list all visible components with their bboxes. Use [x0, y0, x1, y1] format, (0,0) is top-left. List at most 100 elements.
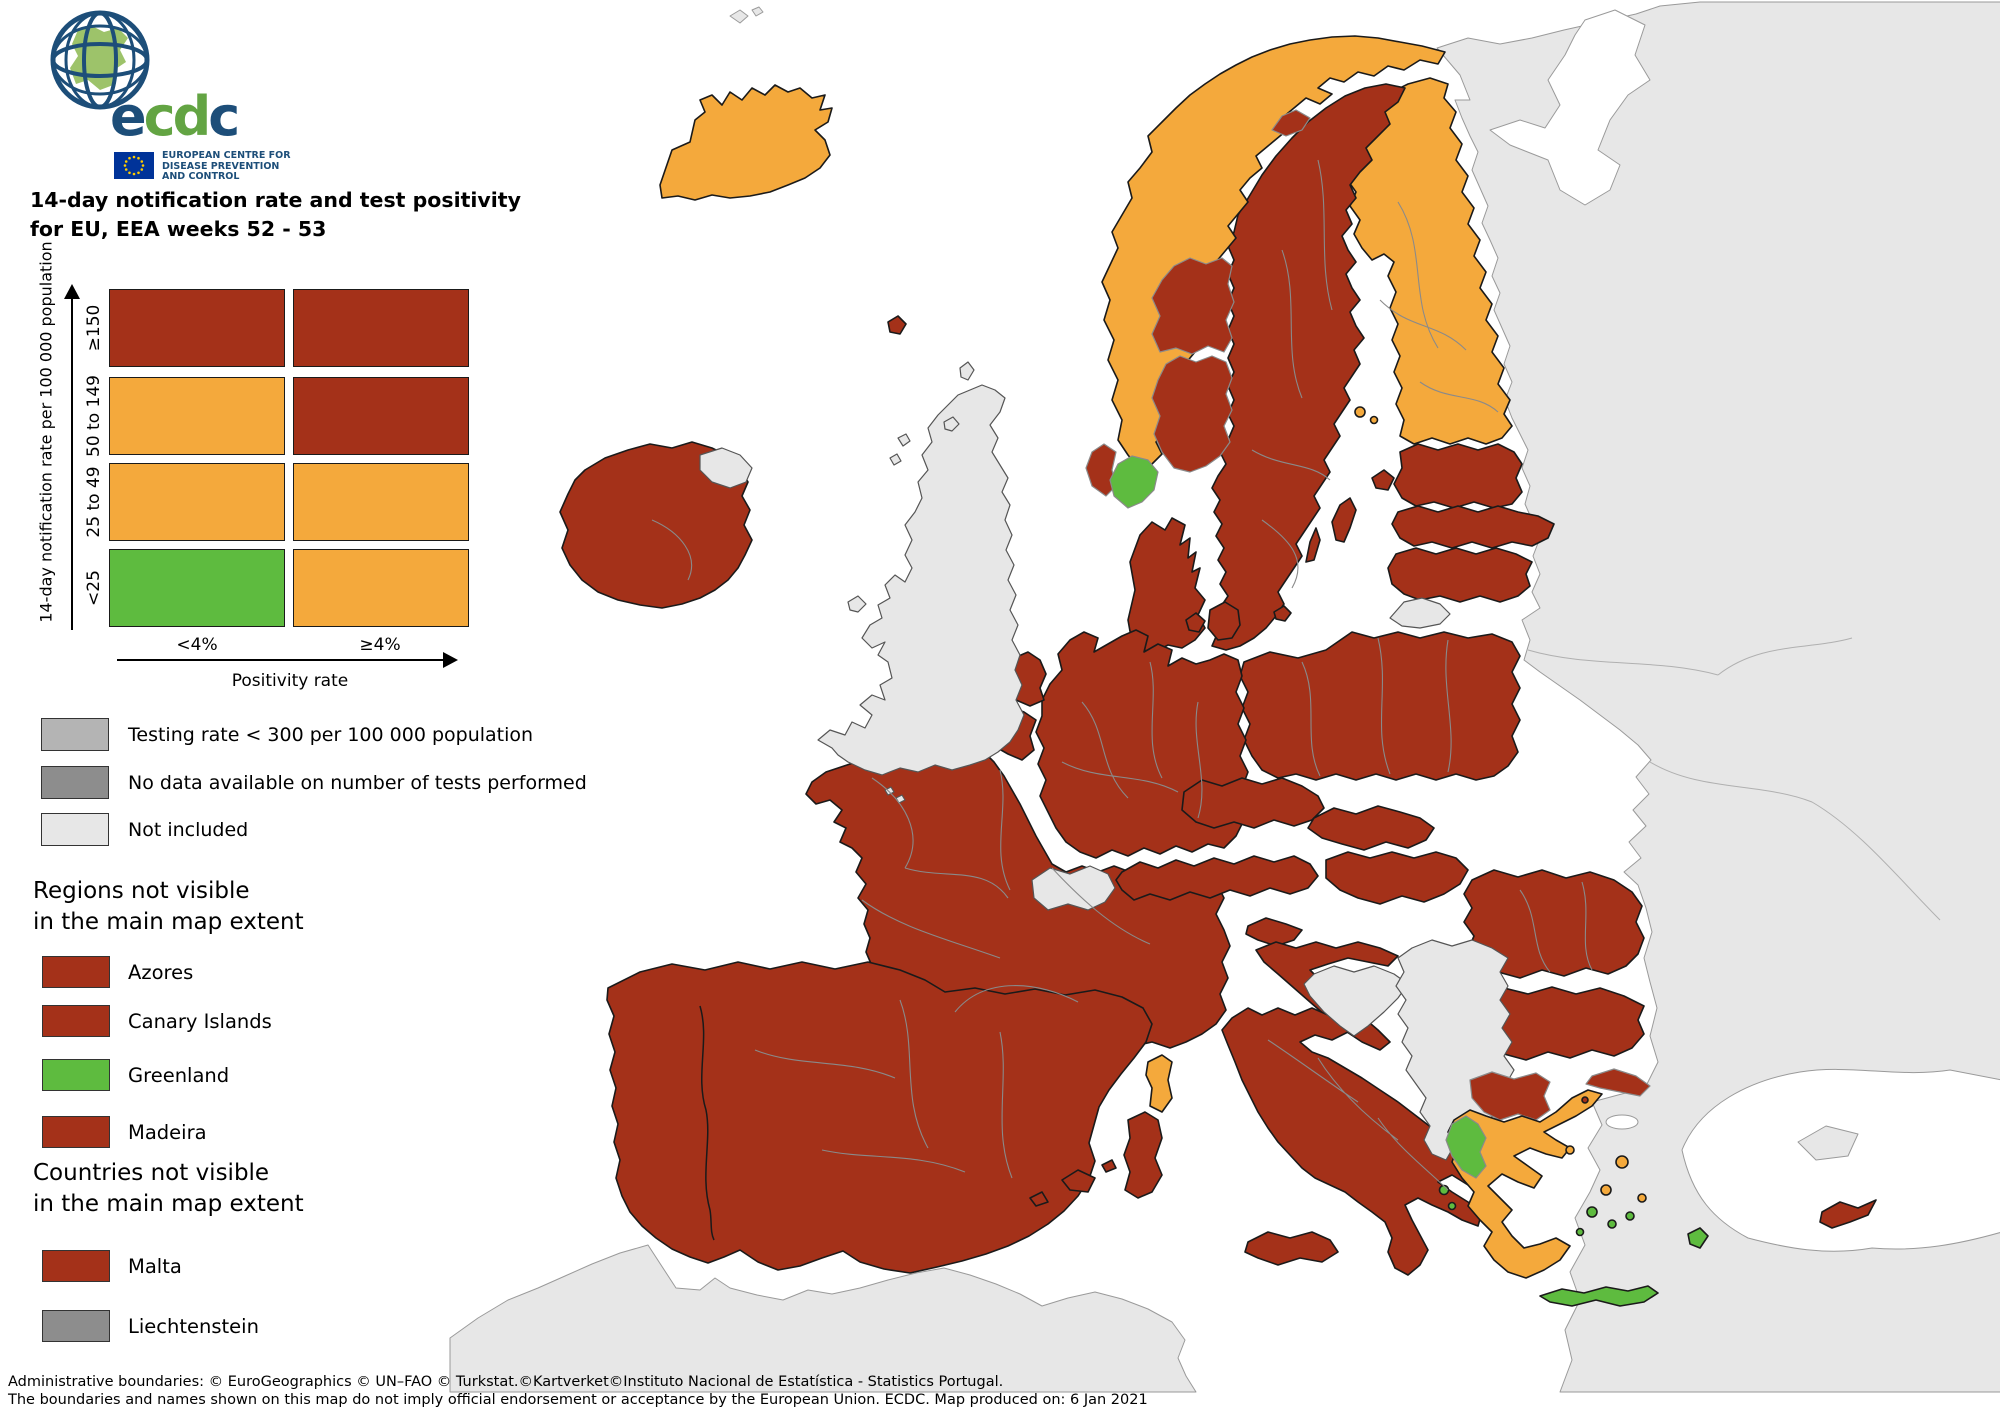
map-region-norway-agder [1109, 455, 1159, 509]
map-region-chios [1600, 1184, 1612, 1196]
map-region-norway-trondelag [1151, 257, 1235, 355]
map-region-hebrides-1 [897, 433, 911, 447]
matrix-x-axis-line [117, 659, 445, 661]
map-region-lithuania [1387, 547, 1533, 603]
map-region-sardinia [1123, 1111, 1163, 1199]
map-region-svalbard-1 [729, 9, 749, 24]
map-region-finland [1331, 77, 1513, 445]
map-region-ionian-2 [1447, 1201, 1457, 1211]
map-region-norway-rogaland [1085, 443, 1117, 497]
map-region-faroe-islands [887, 315, 907, 335]
map-region-east-landmass [1436, 1, 2000, 1393]
matrix-y-axis-arrow-icon [64, 284, 80, 299]
map-region-kaliningrad [1389, 597, 1451, 629]
map-region-lesbos [1615, 1155, 1629, 1169]
map-region-north-africa [449, 1244, 1197, 1393]
map-region-menorca [1101, 1159, 1117, 1173]
sea-of-marmara [1605, 1114, 1639, 1130]
matrix-cell-r2c1 [293, 463, 469, 541]
map-region-rhodes [1687, 1227, 1709, 1249]
legend-swatch-testing-rate [41, 718, 109, 751]
map-region-poland [1239, 631, 1521, 781]
map-region-sweden [1211, 83, 1406, 651]
matrix-cell-r0c0 [109, 289, 285, 367]
eu-flag-icon [114, 152, 154, 179]
map-region-norway-tromso [1271, 109, 1311, 137]
map-region-cyclades-3 [1625, 1211, 1635, 1221]
regions-not-visible-heading: Regions not visible in the main map exte… [33, 878, 304, 935]
map-region-estonia [1393, 443, 1523, 509]
map-region-denmark-funen [1185, 612, 1206, 633]
map-region-slovakia [1307, 805, 1435, 851]
matrix-x-axis-label: Positivity rate [231, 671, 349, 691]
matrix-row-label-50-149: 50 to 149 [84, 375, 104, 457]
legend-swatch-greenland [42, 1059, 110, 1091]
map-region-orkney [943, 416, 960, 432]
map-region-bornholm [1273, 605, 1292, 622]
map-region-shetland [959, 361, 975, 381]
legend-swatch-liechtenstein [42, 1310, 110, 1342]
matrix-col-label-lt4: <4% [176, 635, 218, 655]
map-region-greece-mainland [1447, 1089, 1603, 1279]
map-region-northern-ireland [699, 447, 753, 489]
east-internal-borders [1527, 637, 1941, 921]
matrix-cell-r1c1 [293, 377, 469, 455]
map-region-great-britain [817, 384, 1025, 776]
map-region-gotland [1331, 497, 1357, 543]
matrix-cell-r0c1 [293, 289, 469, 367]
map-region-austria [1115, 855, 1319, 901]
map-region-bosnia [1303, 965, 1409, 1037]
map-region-isle-of-man [847, 595, 867, 613]
map-region-iberia [606, 961, 1153, 1274]
matrix-cell-r3c1 [293, 549, 469, 627]
map-region-cyclades-1 [1586, 1206, 1598, 1218]
white-sea [1489, 9, 1651, 206]
matrix-row-label-150: ≥150 [84, 304, 104, 352]
map-region-greece-thrace [1585, 1068, 1651, 1097]
map-region-euboea [1565, 1145, 1575, 1155]
footer-attribution: Administrative boundaries: © EuroGeograp… [8, 1374, 1148, 1408]
internal-region-borders [651, 159, 1593, 1191]
matrix-col-label-ge4: ≥4% [359, 635, 401, 655]
map-region-iceland [659, 84, 833, 201]
ecdc-wordmark: ecdc [110, 85, 240, 148]
legend-swatch-azores [42, 956, 110, 988]
map-region-cyprus [1819, 1199, 1877, 1229]
black-sea [1681, 1068, 2000, 1252]
map-region-cyclades-4 [1575, 1227, 1585, 1237]
ecdc-org-name: EUROPEAN CENTRE FOR DISEASE PREVENTION A… [162, 150, 291, 182]
map-region-saaremaa [1371, 469, 1395, 491]
legend-label-testing-rate: Testing rate < 300 per 100 000 populatio… [128, 724, 534, 746]
legend-swatch-not-included [41, 813, 109, 846]
legend-swatch-madeira [42, 1116, 110, 1148]
page-title: 14-day notification rate and test positi… [30, 188, 521, 241]
legend-label-no-data: No data available on number of tests per… [128, 772, 587, 794]
matrix-row-label-25-49: 25 to 49 [84, 466, 104, 538]
map-region-ireland [559, 441, 753, 609]
map-region-hebrides-2 [889, 453, 902, 466]
map-region-greece-macedonia [1469, 1071, 1551, 1121]
legend-swatch-canary-islands [42, 1005, 110, 1037]
matrix-row-label-25: <25 [84, 570, 104, 606]
map-region-corsica [1145, 1054, 1173, 1113]
legend-label-azores: Azores [128, 961, 194, 984]
matrix-cell-r3c0 [109, 549, 285, 627]
map-region-slovenia [1245, 917, 1303, 947]
map-region-samos [1637, 1193, 1647, 1203]
legend-label-greenland: Greenland [128, 1064, 230, 1087]
legend-label-malta: Malta [128, 1255, 182, 1278]
legend-label-not-included: Not included [128, 819, 249, 841]
matrix-x-axis-arrow-icon [443, 652, 458, 668]
matrix-y-axis-label: 14-day notification rate per 100 000 pop… [36, 241, 56, 623]
legend-label-madeira: Madeira [128, 1121, 207, 1144]
ecdc-logo: ecdc EUROPEAN CENTRE FOR DISEASE PREVENT… [38, 6, 318, 186]
matrix-cell-r2c0 [109, 463, 285, 541]
map-region-denmark [1127, 517, 1206, 653]
legend-swatch-no-data [41, 766, 109, 799]
map-region-norway-southeast [1151, 355, 1233, 473]
map-region-romania [1463, 869, 1645, 979]
map-region-mallorca [1061, 1169, 1096, 1193]
matrix-y-axis-line [71, 298, 73, 630]
map-region-aland-1 [1354, 406, 1366, 418]
map-region-samothrace [1581, 1096, 1589, 1104]
